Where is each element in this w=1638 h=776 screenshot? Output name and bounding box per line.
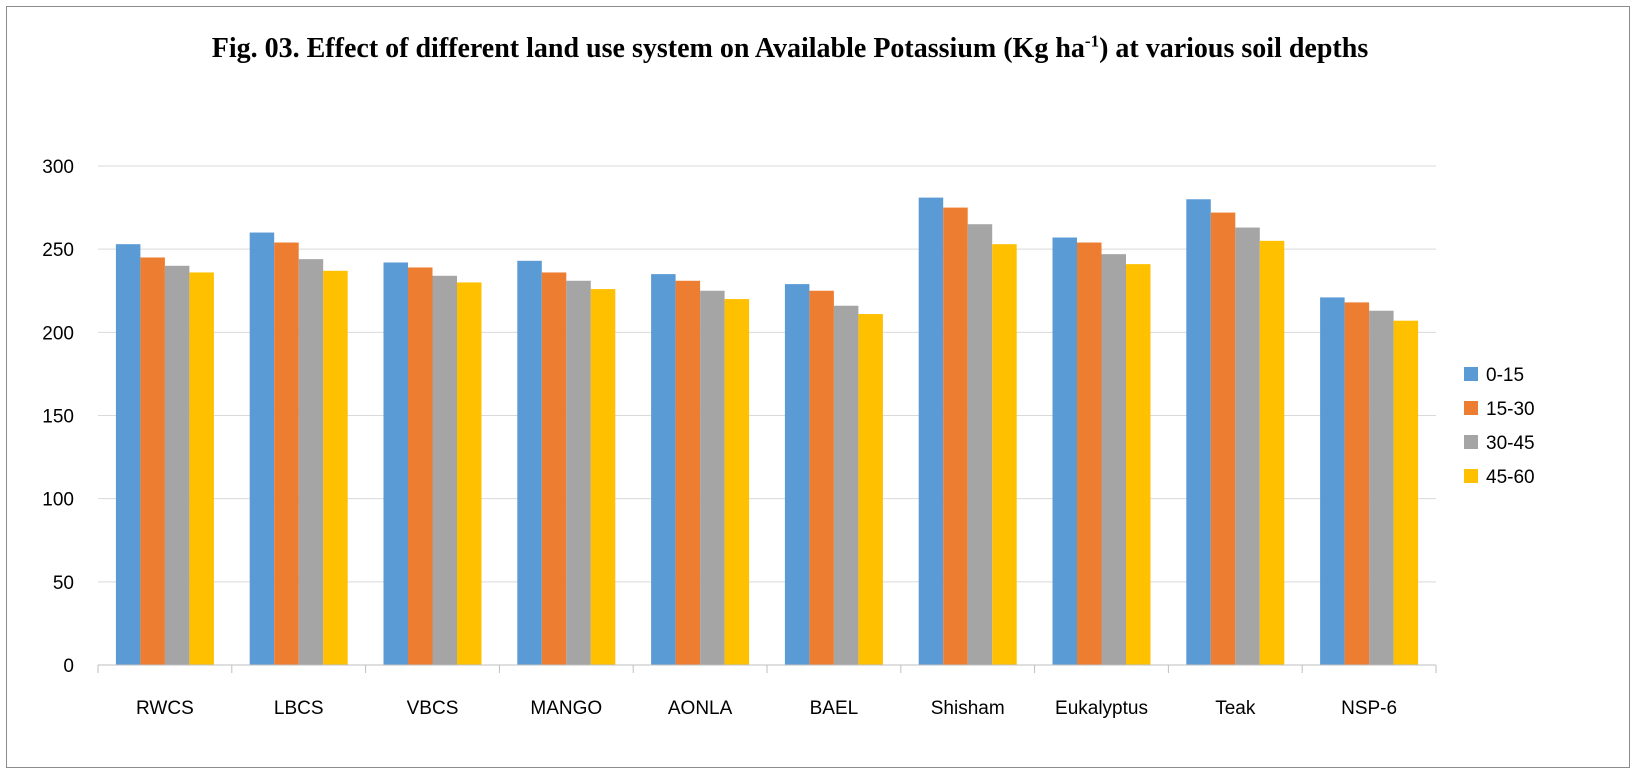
bar bbox=[274, 242, 299, 665]
bar bbox=[432, 275, 457, 665]
legend-swatch bbox=[1464, 435, 1478, 449]
y-tick-label: 100 bbox=[42, 490, 74, 511]
bar bbox=[1235, 227, 1260, 665]
legend-swatch bbox=[1464, 401, 1478, 415]
y-tick-label: 200 bbox=[42, 323, 74, 344]
bar bbox=[809, 290, 834, 665]
legend-label: 15-30 bbox=[1486, 399, 1535, 420]
chart-title-end: ) at various soil depths bbox=[1099, 33, 1369, 64]
bar bbox=[967, 224, 993, 665]
bar bbox=[140, 257, 165, 665]
bar bbox=[541, 272, 567, 665]
bar bbox=[1393, 320, 1419, 665]
bar bbox=[457, 282, 482, 665]
bar bbox=[833, 305, 859, 665]
axes bbox=[97, 664, 1437, 673]
bar bbox=[383, 262, 408, 665]
bar bbox=[323, 270, 348, 665]
y-tick-label: 250 bbox=[42, 240, 74, 261]
bars bbox=[115, 197, 1419, 666]
bar bbox=[590, 289, 616, 665]
y-tick-label: 0 bbox=[63, 656, 74, 677]
bar bbox=[700, 290, 725, 665]
x-category-label: VBCS bbox=[407, 698, 459, 719]
x-category-label: NSP-6 bbox=[1341, 698, 1397, 719]
x-category-label: BAEL bbox=[810, 698, 859, 719]
bar bbox=[164, 265, 190, 665]
bar bbox=[189, 272, 214, 665]
chart-title-main: Fig. 03. Effect of different land use sy… bbox=[211, 33, 1085, 64]
x-axis-category-labels: RWCS LBCS VBCS MANGO AONLA BAEL Shisham Eukalyp… bbox=[136, 698, 1397, 719]
bar bbox=[1320, 297, 1345, 665]
x-category-label: Shisham bbox=[931, 698, 1005, 719]
bar bbox=[918, 197, 944, 665]
bar bbox=[115, 244, 141, 665]
bar bbox=[858, 314, 883, 665]
legend: 0-15 15-30 30-45 45-60 bbox=[1464, 365, 1535, 488]
chart-title: Fig. 03. Effect of different land use sy… bbox=[150, 32, 1430, 66]
bar bbox=[1259, 240, 1285, 665]
legend-label: 45-60 bbox=[1486, 467, 1535, 488]
bar bbox=[517, 260, 542, 665]
bar bbox=[408, 267, 433, 665]
legend-label: 30-45 bbox=[1486, 433, 1535, 454]
legend-label: 0-15 bbox=[1486, 365, 1524, 386]
bar bbox=[943, 207, 968, 666]
bar bbox=[1344, 302, 1370, 665]
y-axis-tick-labels: 0 50 100 150 200 250 300 bbox=[42, 157, 74, 677]
x-category-label: RWCS bbox=[136, 698, 194, 719]
x-category-label: LBCS bbox=[274, 698, 324, 719]
y-tick-label: 150 bbox=[42, 407, 74, 428]
bar bbox=[1101, 254, 1126, 665]
y-tick-label: 300 bbox=[42, 157, 74, 178]
y-tick-label: 50 bbox=[53, 573, 74, 594]
bar bbox=[566, 280, 591, 665]
bar bbox=[1126, 264, 1151, 665]
legend-swatch bbox=[1464, 367, 1478, 381]
chart-title-superscript: -1 bbox=[1084, 31, 1100, 51]
x-category-label: Eukalyptus bbox=[1055, 698, 1148, 719]
bar bbox=[1186, 199, 1211, 665]
legend-swatch bbox=[1464, 469, 1478, 483]
bar bbox=[992, 244, 1017, 665]
x-category-label: MANGO bbox=[530, 698, 602, 719]
bar bbox=[651, 274, 676, 665]
bar bbox=[1369, 310, 1394, 665]
bar bbox=[1052, 237, 1077, 666]
bar bbox=[298, 259, 324, 665]
bar bbox=[1077, 242, 1102, 665]
bar bbox=[675, 280, 701, 665]
bar bbox=[784, 284, 810, 665]
bar bbox=[1210, 212, 1236, 665]
bar bbox=[249, 232, 275, 666]
x-category-label: AONLA bbox=[668, 698, 733, 719]
x-category-label: Teak bbox=[1215, 698, 1256, 719]
bar bbox=[724, 299, 750, 665]
